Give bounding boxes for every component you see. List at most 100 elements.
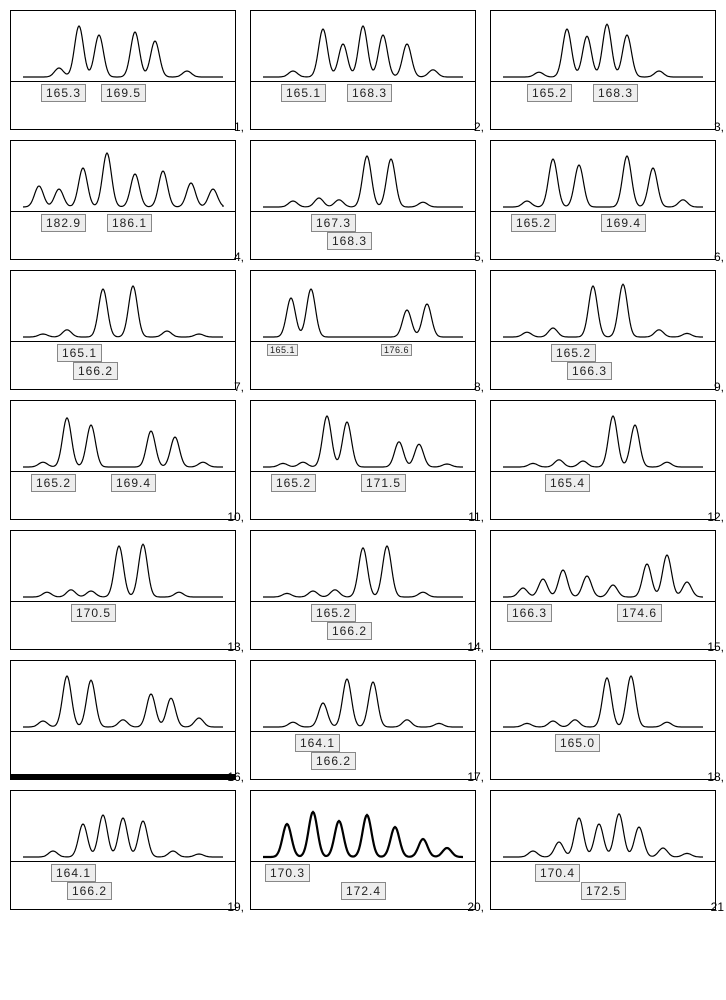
panel-6: 165.2169.46, bbox=[490, 140, 716, 260]
value-label: 169.5 bbox=[101, 84, 146, 102]
value-label: 165.1 bbox=[267, 344, 298, 356]
spectrum-plot bbox=[491, 141, 715, 211]
spectrum-plot bbox=[491, 271, 715, 341]
panel-9: 165.2166.39, bbox=[490, 270, 716, 390]
value-label: 170.4 bbox=[535, 864, 580, 882]
label-row: 165.2 171.5 bbox=[251, 472, 475, 518]
value-label: 165.1 bbox=[281, 84, 326, 102]
value-label: 172.4 bbox=[341, 882, 386, 900]
panel-grid: 165.3169.51,165.1168.32,165.2168.33,182.… bbox=[10, 10, 716, 910]
panel-number: 18, bbox=[707, 770, 724, 784]
panel-number: 5, bbox=[474, 250, 484, 264]
value-label: 166.2 bbox=[73, 362, 118, 380]
panel-number: 21 bbox=[711, 900, 724, 914]
value-label: 169.4 bbox=[111, 474, 156, 492]
value-label: 165.2 bbox=[551, 344, 596, 362]
spectrum-plot bbox=[251, 791, 475, 861]
value-label: 165.1 bbox=[57, 344, 102, 362]
plot-box: 165.1166.2 bbox=[10, 270, 236, 390]
spectrum-plot bbox=[11, 11, 235, 81]
plot-box: 165.2169.4 bbox=[490, 140, 716, 260]
label-row: 164.1166.2 bbox=[11, 862, 235, 908]
panel-number: 7, bbox=[234, 380, 244, 394]
panel-number: 14, bbox=[467, 640, 484, 654]
value-label: 165.2 bbox=[271, 474, 316, 492]
value-label: 170.5 bbox=[71, 604, 116, 622]
label-row: 165.4 bbox=[491, 472, 715, 518]
panel-number: 3, bbox=[714, 120, 724, 134]
plot-box: 165.0 bbox=[490, 660, 716, 780]
plot-box: 170.5 bbox=[10, 530, 236, 650]
plot-box: 166.3 174.6 bbox=[490, 530, 716, 650]
value-label: 167.3 bbox=[311, 214, 356, 232]
panel-13: 170.513, bbox=[10, 530, 236, 650]
plot-box bbox=[10, 660, 236, 780]
plot-box: 165.2169.4 bbox=[10, 400, 236, 520]
panel-1: 165.3169.51, bbox=[10, 10, 236, 130]
label-row: 170.5 bbox=[11, 602, 235, 648]
value-label: 165.2 bbox=[527, 84, 572, 102]
spectrum-plot bbox=[11, 141, 235, 211]
value-label: 166.2 bbox=[327, 622, 372, 640]
panel-8: 165.1176.68, bbox=[250, 270, 476, 390]
panel-21: 170.4172.521 bbox=[490, 790, 716, 910]
value-label: 166.2 bbox=[311, 752, 356, 770]
spectrum-plot bbox=[11, 271, 235, 341]
panel-10: 165.2169.410, bbox=[10, 400, 236, 520]
spectrum-plot bbox=[491, 531, 715, 601]
spectrum-plot bbox=[251, 271, 475, 341]
label-row: 164.1166.2 bbox=[251, 732, 475, 778]
label-row: 182.9 186.1 bbox=[11, 212, 235, 258]
label-row: 170.4172.5 bbox=[491, 862, 715, 908]
label-row: 165.2169.4 bbox=[11, 472, 235, 518]
panel-17: 164.1166.217, bbox=[250, 660, 476, 780]
label-row: 165.2169.4 bbox=[491, 212, 715, 258]
spectrum-plot bbox=[491, 401, 715, 471]
panel-number: 15, bbox=[707, 640, 724, 654]
plot-box: 165.1 168.3 bbox=[250, 10, 476, 130]
label-row: 165.3 169.5 bbox=[11, 82, 235, 128]
plot-box: 165.2 168.3 bbox=[490, 10, 716, 130]
panel-3: 165.2168.33, bbox=[490, 10, 716, 130]
value-label: 168.3 bbox=[327, 232, 372, 250]
panel-number: 11, bbox=[468, 510, 484, 524]
spectrum-plot bbox=[11, 661, 235, 731]
value-label: 164.1 bbox=[51, 864, 96, 882]
panel-number: 20, bbox=[467, 900, 484, 914]
value-label: 172.5 bbox=[581, 882, 626, 900]
label-row: 165.1 168.3 bbox=[251, 82, 475, 128]
panel-number: 17, bbox=[467, 770, 484, 784]
spectrum-plot bbox=[11, 531, 235, 601]
value-label: 165.0 bbox=[555, 734, 600, 752]
panel-14: 165.2166.214, bbox=[250, 530, 476, 650]
spectrum-plot bbox=[491, 791, 715, 861]
panel-number: 10, bbox=[227, 510, 244, 524]
plot-box: 165.2166.3 bbox=[490, 270, 716, 390]
value-label: 174.6 bbox=[617, 604, 662, 622]
panel-7: 165.1166.27, bbox=[10, 270, 236, 390]
label-row: 167.3168.3 bbox=[251, 212, 475, 258]
value-label: 168.3 bbox=[347, 84, 392, 102]
spectrum-plot bbox=[251, 401, 475, 471]
value-label: 182.9 bbox=[41, 214, 86, 232]
spectrum-plot bbox=[251, 11, 475, 81]
value-label: 176.6 bbox=[381, 344, 412, 356]
value-label: 166.3 bbox=[507, 604, 552, 622]
value-label: 166.2 bbox=[67, 882, 112, 900]
label-row: 170.3172.4 bbox=[251, 862, 475, 908]
value-label: 168.3 bbox=[593, 84, 638, 102]
panel-number: 8, bbox=[474, 380, 484, 394]
value-label: 171.5 bbox=[361, 474, 406, 492]
spectrum-plot bbox=[491, 11, 715, 81]
plot-box: 170.3172.4 bbox=[250, 790, 476, 910]
value-label: 186.1 bbox=[107, 214, 152, 232]
value-label: 165.2 bbox=[311, 604, 356, 622]
value-label: 165.3 bbox=[41, 84, 86, 102]
plot-box: 170.4172.5 bbox=[490, 790, 716, 910]
label-row: 166.3 174.6 bbox=[491, 602, 715, 648]
panel-number: 1, bbox=[234, 120, 244, 134]
panel-number: 4, bbox=[234, 250, 244, 264]
label-row: 165.2 168.3 bbox=[491, 82, 715, 128]
plot-box: 182.9 186.1 bbox=[10, 140, 236, 260]
plot-box: 164.1166.2 bbox=[250, 660, 476, 780]
